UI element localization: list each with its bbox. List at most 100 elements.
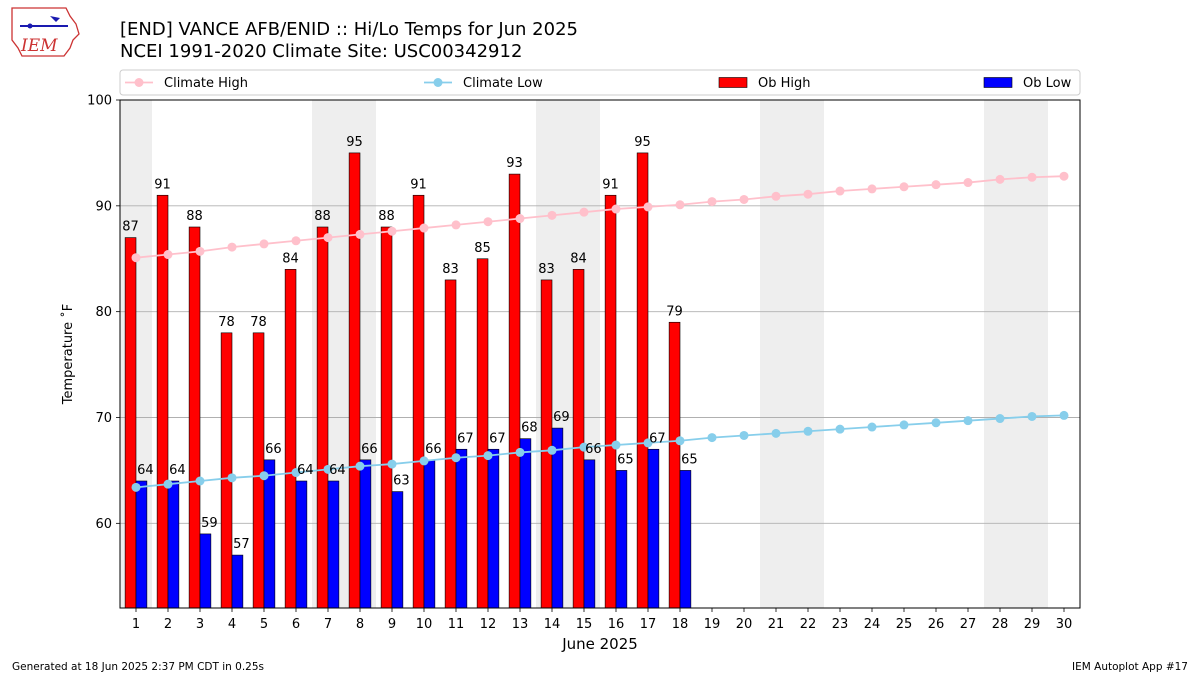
ob-high-label-12: 85 bbox=[474, 241, 491, 256]
climate-high-point-26 bbox=[931, 180, 941, 190]
climate-high-point-20 bbox=[739, 194, 749, 204]
climate-high-point-23 bbox=[835, 186, 845, 196]
x-tick-label-17: 17 bbox=[640, 617, 657, 632]
ob-low-bar-8 bbox=[359, 459, 372, 609]
ob-low-label-1: 64 bbox=[137, 463, 154, 478]
x-tick-label-29: 29 bbox=[1024, 617, 1041, 632]
logo-text: IEM bbox=[20, 36, 58, 56]
climate-low-point-22 bbox=[803, 426, 813, 436]
ob-high-label-15: 84 bbox=[570, 251, 587, 266]
legend-swatch-ob-low bbox=[983, 77, 1013, 88]
climate-high-point-30 bbox=[1059, 171, 1069, 181]
ob-low-label-16: 65 bbox=[617, 452, 634, 467]
ob-high-label-17: 95 bbox=[634, 135, 651, 150]
ob-high-bar-10 bbox=[412, 194, 425, 609]
y-tick-label-70: 70 bbox=[95, 411, 112, 426]
x-tick-label-5: 5 bbox=[260, 617, 268, 632]
climate-high-point-16 bbox=[611, 204, 621, 214]
logo-wind-vane-icon bbox=[50, 16, 60, 22]
x-tick-label-20: 20 bbox=[736, 617, 753, 632]
climate-low-point-13 bbox=[515, 447, 525, 457]
ob-low-bar-3 bbox=[199, 533, 212, 609]
legend-label-climate-low: Climate Low bbox=[463, 76, 543, 91]
ob-high-label-8: 95 bbox=[346, 135, 363, 150]
climate-high-point-25 bbox=[899, 182, 909, 192]
climate-low-point-2 bbox=[163, 479, 173, 489]
climate-high-line bbox=[135, 175, 1065, 259]
ob-low-label-11: 67 bbox=[457, 431, 474, 446]
ob-low-label-7: 64 bbox=[329, 463, 346, 478]
ob-low-label-5: 66 bbox=[265, 442, 282, 457]
ob-high-label-16: 91 bbox=[602, 177, 619, 192]
ob-high-label-1: 87 bbox=[122, 220, 139, 235]
legend-label-ob-high: Ob High bbox=[758, 76, 811, 91]
x-tick-label-28: 28 bbox=[992, 617, 1009, 632]
x-tick-label-6: 6 bbox=[292, 617, 300, 632]
ob-high-bar-9 bbox=[380, 226, 393, 609]
climate-high-point-21 bbox=[771, 191, 781, 201]
ob-low-label-18: 65 bbox=[681, 452, 698, 467]
x-tick-label-1: 1 bbox=[132, 617, 140, 632]
x-tick-label-7: 7 bbox=[324, 617, 332, 632]
climate-low-point-8 bbox=[355, 461, 365, 471]
footer-app: IEM Autoplot App #17 bbox=[1072, 661, 1188, 673]
climate-low-point-26 bbox=[931, 418, 941, 428]
ob-low-bar-13 bbox=[519, 438, 532, 609]
climate-high-point-17 bbox=[643, 202, 653, 212]
y-tick-label-100: 100 bbox=[87, 94, 112, 109]
ob-low-label-3: 59 bbox=[201, 516, 218, 531]
climate-high-point-4 bbox=[227, 242, 237, 252]
x-tick-label-27: 27 bbox=[960, 617, 977, 632]
climate-low-line bbox=[135, 414, 1065, 489]
ob-high-bar-13 bbox=[508, 173, 521, 609]
ob-low-label-15: 66 bbox=[585, 442, 602, 457]
climate-high-point-7 bbox=[323, 233, 333, 243]
ob-low-bar-17 bbox=[647, 448, 660, 609]
climate-low-point-27 bbox=[963, 416, 973, 426]
ob-high-bar-4 bbox=[220, 332, 233, 609]
x-tick-label-19: 19 bbox=[704, 617, 721, 632]
climate-low-point-28 bbox=[995, 414, 1005, 424]
x-tick-label-30: 30 bbox=[1056, 617, 1073, 632]
climate-low-point-12 bbox=[483, 451, 493, 461]
ob-high-label-6: 84 bbox=[282, 251, 299, 266]
climate-low-point-15 bbox=[579, 442, 589, 452]
ob-low-bar-10 bbox=[423, 459, 436, 609]
logo-dot bbox=[27, 23, 33, 29]
climate-high-point-22 bbox=[803, 189, 813, 199]
climate-low-point-21 bbox=[771, 428, 781, 438]
ob-low-bar-15 bbox=[583, 459, 596, 609]
x-tick-label-3: 3 bbox=[196, 617, 204, 632]
ob-low-bar-9 bbox=[391, 491, 404, 609]
ob-low-label-12: 67 bbox=[489, 431, 506, 446]
x-tick-label-12: 12 bbox=[480, 617, 497, 632]
x-tick-label-21: 21 bbox=[768, 617, 785, 632]
ob-low-label-10: 66 bbox=[425, 442, 442, 457]
ob-low-bar-14 bbox=[551, 427, 564, 609]
ob-low-bar-7 bbox=[327, 480, 340, 609]
ob-low-label-6: 64 bbox=[297, 463, 314, 478]
x-tick-label-4: 4 bbox=[228, 617, 236, 632]
climate-low-point-6 bbox=[291, 468, 301, 478]
x-tick-label-23: 23 bbox=[832, 617, 849, 632]
climate-low-point-18 bbox=[675, 436, 685, 446]
climate-high-point-15 bbox=[579, 207, 589, 217]
x-tick-label-8: 8 bbox=[356, 617, 364, 632]
weekend-shade-21 bbox=[760, 100, 792, 608]
ob-high-label-10: 91 bbox=[410, 177, 427, 192]
x-tick-label-18: 18 bbox=[672, 617, 689, 632]
climate-high-point-18 bbox=[675, 200, 685, 210]
ob-high-bar-5 bbox=[252, 332, 265, 609]
legend-label-climate-high: Climate High bbox=[164, 76, 248, 91]
climate-high-point-13 bbox=[515, 214, 525, 224]
x-tick-label-25: 25 bbox=[896, 617, 913, 632]
legend: Climate High Climate Low Ob High Ob Low bbox=[119, 69, 1081, 96]
x-tick-label-2: 2 bbox=[164, 617, 172, 632]
ob-high-label-9: 88 bbox=[378, 209, 395, 224]
ob-high-label-3: 88 bbox=[186, 209, 203, 224]
climate-high-point-14 bbox=[547, 210, 557, 220]
ob-low-label-9: 63 bbox=[393, 474, 410, 489]
ob-high-bar-3 bbox=[188, 226, 201, 609]
ob-low-label-4: 57 bbox=[233, 537, 250, 552]
